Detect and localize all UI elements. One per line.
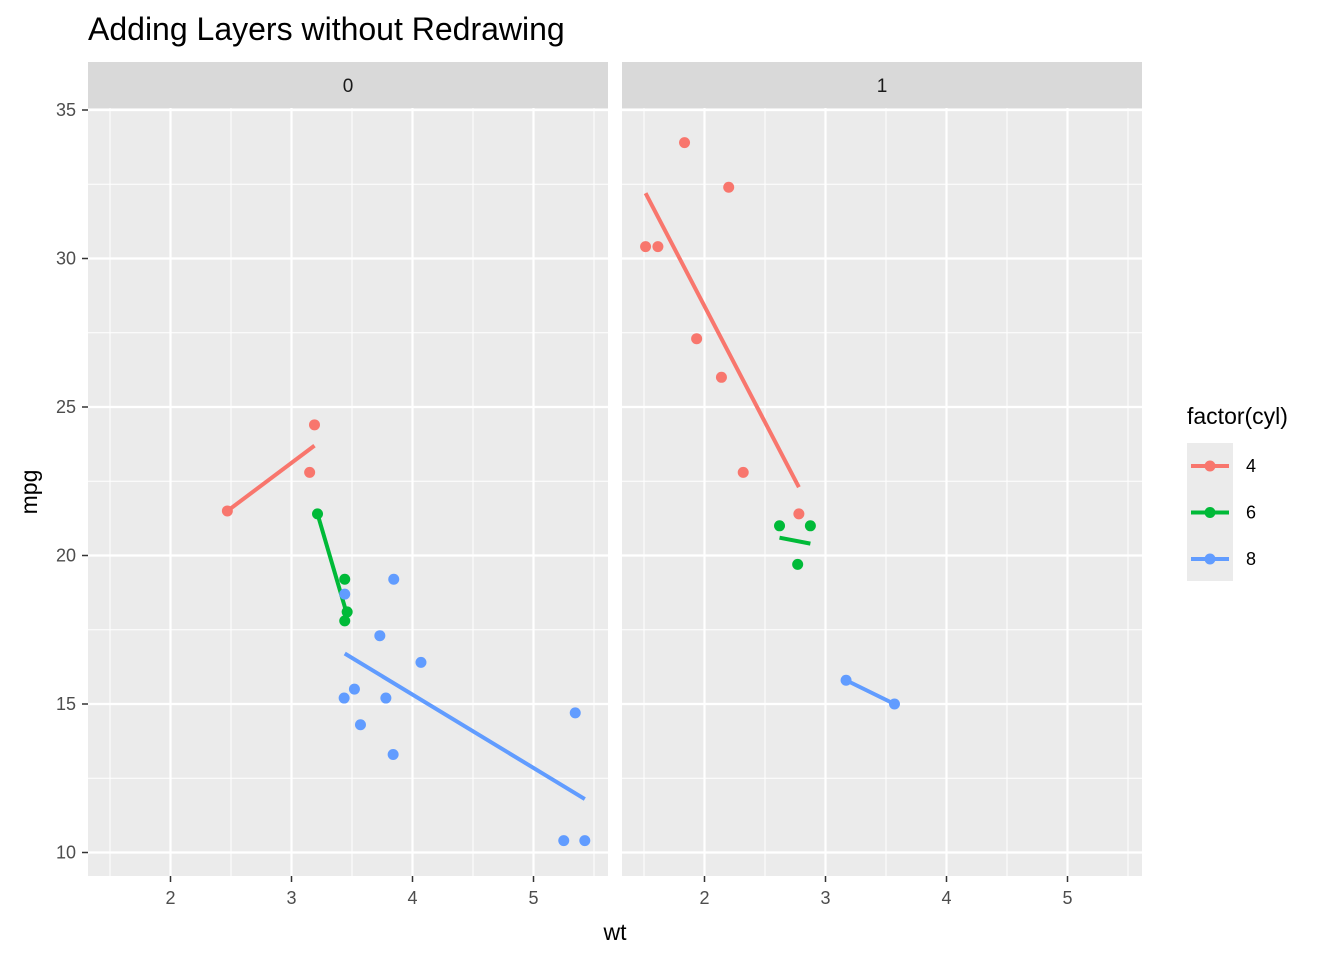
facet-panel-1: 1 2 3 4 5 xyxy=(622,62,1142,908)
data-point xyxy=(339,573,351,585)
fit-line xyxy=(226,444,316,513)
data-point xyxy=(579,835,591,847)
series-cyl-6 xyxy=(774,520,816,570)
panel-background xyxy=(88,108,608,876)
data-point xyxy=(341,606,353,618)
data-point xyxy=(723,181,735,193)
data-point xyxy=(793,508,805,520)
x-tick-label: 5 xyxy=(1062,888,1072,908)
x-axis-title: wt xyxy=(603,919,628,945)
data-point xyxy=(312,508,324,520)
data-point xyxy=(558,835,570,847)
data-point xyxy=(774,520,786,532)
legend-entry-6: 6 xyxy=(1191,503,1256,523)
legend-entry-8: 8 xyxy=(1191,549,1256,569)
data-point xyxy=(888,698,900,710)
data-point xyxy=(691,333,703,345)
legend-label: 6 xyxy=(1246,503,1256,523)
legend-key-point xyxy=(1204,507,1216,518)
legend-title: factor(cyl) xyxy=(1187,403,1288,429)
legend-key-point xyxy=(1204,553,1216,565)
x-tick-label: 2 xyxy=(165,888,175,908)
series-cyl-4 xyxy=(640,137,805,520)
x-tick-label: 5 xyxy=(528,888,538,908)
data-point xyxy=(388,573,400,585)
data-point xyxy=(304,466,316,478)
legend-entry-4: 4 xyxy=(1191,456,1256,476)
facet-panels: 0 2 3 4 5 10 15 20 25 30 35 1 2 3 4 5 xyxy=(56,62,1142,908)
facet-strip xyxy=(88,62,608,108)
data-point xyxy=(679,137,691,149)
fit-line xyxy=(343,651,586,801)
data-point xyxy=(652,241,664,253)
data-point xyxy=(569,707,581,719)
y-tick-label: 20 xyxy=(56,546,76,566)
legend-label: 4 xyxy=(1246,456,1256,476)
x-tick-label: 3 xyxy=(286,888,296,908)
facet-strip xyxy=(622,62,1142,108)
data-point xyxy=(715,371,727,383)
series-cyl-8 xyxy=(840,674,900,710)
y-tick-label: 15 xyxy=(56,694,76,714)
data-point xyxy=(308,419,320,431)
data-point xyxy=(387,748,399,760)
legend-label: 8 xyxy=(1246,549,1256,569)
panel-background xyxy=(622,108,1142,876)
data-point xyxy=(374,630,386,642)
y-tick-label: 30 xyxy=(56,249,76,269)
legend-key-point xyxy=(1204,460,1216,472)
x-tick-label: 4 xyxy=(407,888,417,908)
data-point xyxy=(339,615,351,627)
data-point xyxy=(415,656,427,668)
data-point xyxy=(354,719,366,731)
y-tick-label: 25 xyxy=(56,397,76,417)
y-axis-title: mpg xyxy=(16,470,42,515)
series-cyl-4 xyxy=(221,419,320,517)
facet-strip-label: 0 xyxy=(343,76,354,97)
data-point xyxy=(221,505,233,517)
facet-panel-0: 0 2 3 4 5 10 15 20 25 30 35 xyxy=(56,62,608,908)
fit-line xyxy=(643,192,801,489)
x-tick-label: 3 xyxy=(820,888,830,908)
facet-strip-label: 1 xyxy=(877,76,888,97)
x-tick-label: 4 xyxy=(941,888,951,908)
data-point xyxy=(804,520,816,532)
chart-title: Adding Layers without Redrawing xyxy=(88,11,565,47)
data-point xyxy=(339,588,351,600)
fit-line xyxy=(845,678,896,706)
data-point xyxy=(840,674,852,686)
x-tick-label: 2 xyxy=(699,888,709,908)
y-tick-label: 10 xyxy=(56,843,76,863)
fit-line xyxy=(779,535,811,546)
data-point xyxy=(792,558,804,570)
series-cyl-8 xyxy=(338,573,591,847)
data-point xyxy=(737,466,749,478)
data-point xyxy=(348,683,360,695)
data-point xyxy=(380,692,392,704)
data-point xyxy=(338,692,350,704)
legend: factor(cyl) 4 6 8 xyxy=(1187,403,1288,581)
y-tick-label: 35 xyxy=(56,100,76,120)
data-point xyxy=(640,241,652,253)
